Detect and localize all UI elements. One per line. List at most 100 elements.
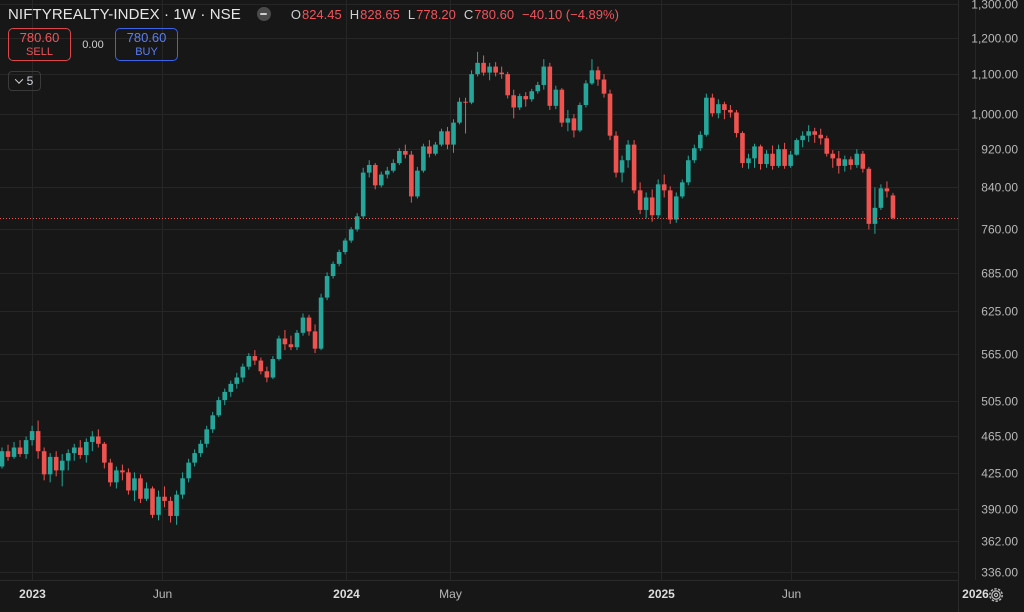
candle-body [607,93,613,136]
candle [300,313,306,336]
y-tick-label: 1,000.00 [971,108,1018,122]
candle-body [764,153,769,165]
candle [282,329,288,351]
candle [198,440,203,457]
eye-icon[interactable] [256,7,271,21]
candle-body [397,150,402,164]
candle-body [83,441,89,455]
candle [102,441,107,469]
candle [258,357,264,375]
candle [156,490,161,521]
candle [728,105,733,118]
candle-body [469,74,474,103]
candle [294,329,300,351]
candle-body [391,163,396,171]
candle [421,143,426,173]
y-tick-label: 565.00 [981,348,1018,362]
chevron-down-icon [14,75,23,84]
candle-body [631,144,637,191]
candle-body [366,164,372,173]
candle-body [692,148,697,161]
candle-body [463,101,468,103]
candle [336,249,342,267]
candle-body [475,62,480,75]
candle [565,109,571,132]
candle [589,59,595,85]
candle [764,150,769,168]
candle-body [216,400,222,416]
y-tick-label: 760.00 [981,223,1018,237]
candle-body [601,79,607,94]
candle [451,119,456,153]
candle [613,131,619,178]
candle [854,149,860,168]
y-tick-label: 362.00 [981,535,1018,549]
spread-value: 0.00 [82,38,104,51]
candle [11,441,17,459]
candle [577,102,583,133]
candle-body [378,174,384,186]
y-tick-label: 920.00 [981,143,1018,157]
candle [782,142,787,169]
buy-button[interactable]: 780.60 BUY [115,28,178,61]
indicator-toggle[interactable]: 5 [8,71,41,91]
candle-body [324,276,330,298]
buy-price: 780.60 [126,29,167,45]
candle-body [535,84,541,92]
close-value: 780.60 [474,6,515,22]
candle-body [5,451,11,457]
sell-button[interactable]: 780.60 SELL [8,28,71,61]
candle-body [409,154,414,197]
price-axis[interactable]: 1,300.00 1,200.00 1,100.00 1,000.00 920.00 84… [971,0,1018,580]
y-tick-label: 425.00 [981,467,1018,481]
candle-body [517,96,523,108]
candle-body [842,159,848,166]
candle-body [11,447,17,457]
candle-body [421,146,426,171]
candle-body [710,97,715,114]
candle-body [758,146,763,165]
candle [601,74,607,98]
candle [469,70,474,105]
candle [860,150,866,173]
candle-body [655,184,661,216]
candle [150,486,155,519]
candle-body [595,70,601,80]
candle-body [487,66,492,73]
candle [830,150,836,168]
candle-body [679,182,685,197]
candle-body [782,149,787,166]
symbol-title[interactable]: NIFTYREALTY-INDEX · 1W · NSE [8,5,241,23]
candle [59,454,65,487]
candle-body [445,131,450,145]
candle-body [120,470,125,473]
candle [752,143,757,168]
candle-body [523,96,529,100]
candle [607,89,613,141]
candle-body [752,146,757,159]
time-axis[interactable]: 2023Jun2024May2025Jun2026Jun [19,587,1024,601]
low-label: L [407,6,416,22]
candle-body [132,478,137,491]
candle-body [673,196,679,220]
candle [541,59,547,90]
candle [655,179,661,219]
gear-icon[interactable] [986,585,1006,605]
candle-body [198,443,203,454]
ohlc-readout: O824.45 H828.65 L778.20 C780.60 −40.10 (… [291,7,619,22]
candle [625,140,631,168]
candle [192,449,197,467]
candle-body [306,317,312,332]
candle [348,227,354,243]
candle [41,447,47,481]
candle [529,88,535,102]
candle-body [90,436,95,442]
x-tick-label: 2024 [333,587,360,601]
candle-body [704,97,709,135]
candle [643,192,649,219]
candle [595,66,601,86]
candle [481,55,486,76]
candle-body [372,164,378,186]
candle-body [878,188,884,208]
